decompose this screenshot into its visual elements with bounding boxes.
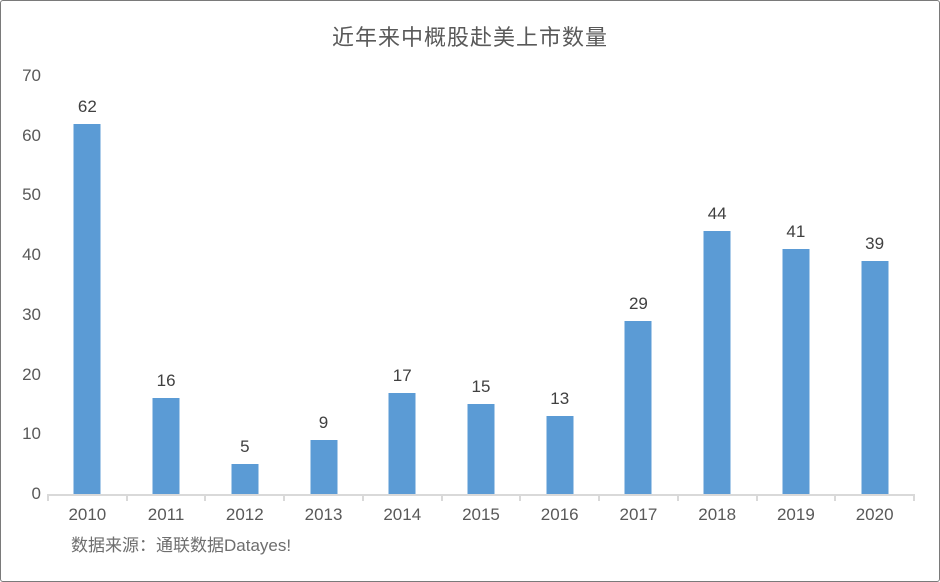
bar-value-label: 62 bbox=[77, 96, 97, 116]
bar bbox=[231, 464, 259, 494]
y-tick-label: 0 bbox=[31, 484, 41, 503]
x-tick-label: 2012 bbox=[225, 505, 264, 524]
bar-value-label: 29 bbox=[628, 293, 648, 313]
bar-value-label: 15 bbox=[471, 377, 491, 397]
bar-value-label: 5 bbox=[240, 437, 250, 457]
y-tick-label: 40 bbox=[22, 245, 41, 265]
x-tick-label: 2015 bbox=[462, 505, 500, 524]
x-axis-tick-mark bbox=[755, 494, 758, 501]
x-axis-tick-mark bbox=[519, 494, 522, 501]
bar-column: 41 2019 bbox=[757, 76, 836, 524]
x-axis-tick-mark bbox=[834, 494, 837, 501]
source-note: 数据来源：通联数据Datayes! bbox=[71, 536, 292, 555]
bar-value-label: 17 bbox=[392, 365, 412, 385]
bar bbox=[467, 404, 495, 494]
bar-value-label: 39 bbox=[865, 234, 885, 254]
x-axis-tick-mark bbox=[361, 494, 364, 501]
y-tick-label: 10 bbox=[22, 424, 41, 444]
x-tick-label: 2020 bbox=[855, 505, 894, 524]
bar-value-label: 16 bbox=[156, 371, 176, 391]
bar bbox=[310, 440, 338, 494]
x-tick-label: 2019 bbox=[776, 505, 815, 524]
bar-value-label: 9 bbox=[318, 413, 329, 433]
bar-value-label: 41 bbox=[786, 222, 806, 242]
y-tick-label: 20 bbox=[22, 364, 41, 384]
bar-column: 16 2011 bbox=[127, 76, 206, 524]
x-tick-label: 2018 bbox=[698, 505, 737, 524]
y-tick-label: 60 bbox=[22, 125, 41, 145]
bar-column: 15 2015 bbox=[442, 76, 521, 524]
bar-column: 13 2016 bbox=[520, 76, 599, 524]
bar bbox=[73, 123, 101, 494]
bar-column: 29 2017 bbox=[599, 76, 678, 524]
bar bbox=[546, 416, 574, 494]
x-axis-tick-mark bbox=[913, 494, 915, 501]
bar-column: 44 2018 bbox=[678, 76, 757, 524]
x-axis-tick-mark bbox=[125, 494, 128, 501]
bar bbox=[861, 261, 889, 494]
bar bbox=[624, 320, 652, 494]
bar-value-label: 44 bbox=[707, 204, 727, 224]
x-tick-label: 2010 bbox=[68, 505, 107, 524]
x-axis-tick-mark bbox=[47, 494, 49, 501]
plot-area: 62 2010 16 2011 5 2012 9 2013 17 2014 15 2015 13 2016… bbox=[47, 76, 915, 525]
bar-value-label: 13 bbox=[550, 389, 570, 409]
x-tick-label: 2017 bbox=[619, 505, 658, 524]
y-tick-label: 30 bbox=[22, 304, 41, 324]
x-axis-tick-mark bbox=[676, 494, 679, 501]
bar bbox=[703, 231, 731, 494]
bar-column: 17 2014 bbox=[363, 76, 442, 525]
chart-title: 近年来中概股赴美上市数量 bbox=[331, 25, 608, 50]
bar-column: 9 2013 bbox=[284, 76, 363, 524]
x-tick-label: 2014 bbox=[383, 505, 422, 524]
x-axis-tick-mark bbox=[598, 494, 601, 501]
x-tick-label: 2011 bbox=[147, 505, 185, 524]
y-tick-label: 50 bbox=[22, 185, 41, 205]
x-axis-tick-mark bbox=[283, 494, 286, 501]
x-axis-line bbox=[48, 494, 914, 496]
x-tick-label: 2013 bbox=[304, 505, 343, 524]
x-axis-tick-mark bbox=[204, 494, 207, 501]
bar-column: 39 2020 bbox=[835, 76, 914, 524]
bar bbox=[782, 249, 810, 494]
bar bbox=[152, 398, 180, 494]
bar bbox=[388, 392, 416, 494]
x-axis-tick-mark bbox=[440, 494, 443, 501]
bar-column: 5 2012 bbox=[205, 76, 284, 524]
x-tick-label: 2016 bbox=[540, 505, 579, 524]
bar-column: 62 2010 bbox=[48, 76, 127, 524]
y-tick-label: 70 bbox=[22, 66, 41, 85]
